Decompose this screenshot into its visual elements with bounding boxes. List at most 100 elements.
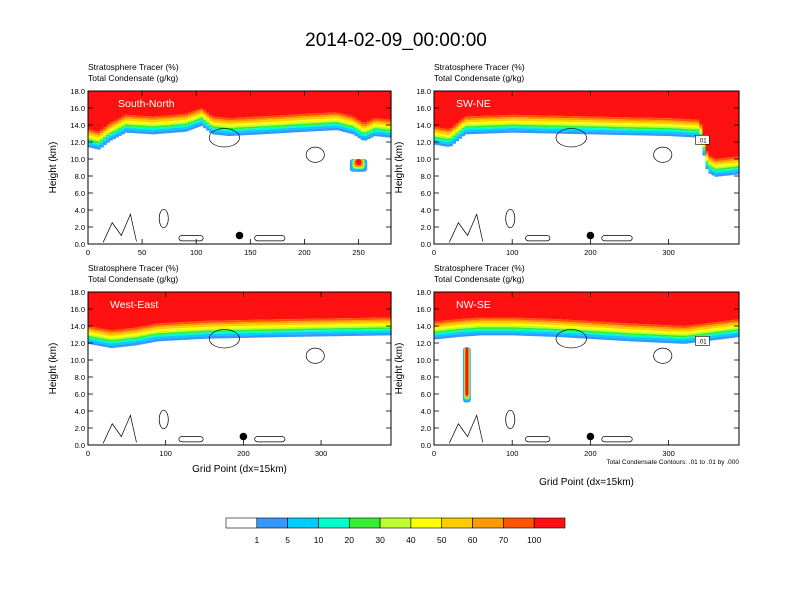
tracer-cell (130, 336, 135, 338)
tracer-cell (552, 319, 557, 322)
tracer-cell (537, 123, 542, 126)
tracer-cell (595, 332, 600, 335)
tracer-cell (577, 326, 581, 329)
tracer-cell (671, 128, 676, 130)
tracer-cell (206, 320, 210, 323)
tracer-cell (321, 121, 325, 123)
tracer-cell (519, 130, 524, 133)
tracer-cell (121, 124, 125, 127)
y-tick-label: 18.0 (70, 288, 85, 297)
tracer-cell (221, 91, 225, 118)
tracer-cell (440, 320, 444, 324)
tracer-cell (549, 330, 554, 333)
tracer-cell (136, 125, 141, 128)
tracer-cell (571, 119, 575, 123)
tracer-cell (239, 125, 244, 128)
tracer-cell (681, 124, 685, 128)
tracer-cell (100, 328, 104, 331)
tracer-cell (103, 91, 107, 128)
tracer-cell (519, 120, 524, 124)
tracer-cell (312, 324, 316, 327)
tracer-cell (702, 333, 707, 336)
tracer-cell (626, 117, 630, 120)
tracer-cell (467, 331, 472, 334)
tracer-cell (348, 321, 353, 325)
tracer-cell (178, 118, 183, 121)
tracer-cell (714, 162, 719, 165)
tracer-cell (690, 123, 694, 126)
tracer-cell (571, 124, 575, 126)
tracer-cell (266, 125, 271, 128)
tracer-cell (613, 119, 618, 121)
tracer-cell (623, 326, 627, 330)
tracer-cell (726, 163, 731, 166)
tracer-cell (684, 337, 688, 340)
tracer-cell (604, 91, 609, 117)
tracer-cell (671, 333, 676, 336)
tracer-cell (297, 120, 301, 123)
tracer-cell (221, 130, 225, 133)
tracer-cell (284, 124, 289, 127)
tracer-cell (635, 323, 639, 326)
tracer-cell (601, 331, 606, 334)
tracer-cell (91, 336, 95, 339)
tracer-cell (245, 132, 250, 136)
tracer-cell (674, 327, 679, 330)
tracer-cell (230, 333, 235, 336)
tracer-cell (378, 323, 383, 326)
tracer-cell (732, 335, 737, 338)
tracer-cell (181, 331, 186, 334)
tracer-cell (522, 117, 527, 119)
tracer-cell (552, 131, 557, 134)
tracer-cell (729, 168, 734, 171)
x-tick-label: 150 (244, 248, 257, 257)
tracer-cell (607, 332, 612, 334)
tracer-cell (263, 126, 268, 128)
tracer-cell (650, 119, 655, 122)
tracer-cell (372, 118, 377, 121)
tracer-cell (589, 118, 594, 121)
tracer-cell (336, 114, 341, 117)
tracer-cell (693, 332, 697, 335)
tracer-cell (127, 114, 132, 118)
tracer-cell (215, 132, 219, 135)
tracer-cell (482, 117, 487, 120)
tracer-cell (546, 125, 551, 128)
tracer-cell (297, 332, 301, 335)
tracer-cell (284, 325, 289, 328)
tracer-cell (626, 127, 630, 129)
tracer-cell (473, 91, 478, 117)
tracer-cell (717, 168, 722, 171)
tracer-cell (580, 118, 585, 121)
tracer-cell (227, 120, 232, 123)
tracer-cell (291, 324, 295, 328)
tracer-cell (470, 127, 475, 130)
tracer-cell (384, 130, 389, 133)
tracer-cell (315, 330, 319, 332)
tracer-cell (306, 115, 310, 118)
tracer-cell (702, 91, 707, 138)
tracer-cell (266, 330, 271, 333)
tracer-cell (635, 339, 639, 342)
tracer-cell (321, 324, 325, 327)
tracer-cell (366, 91, 371, 122)
tracer-cell (375, 292, 380, 318)
tracer-cell (674, 122, 679, 125)
tracer-cell (94, 333, 98, 336)
tracer-cell (684, 132, 688, 135)
tracer-cell (366, 127, 371, 130)
tracer-cell (230, 326, 235, 329)
tracer-cell (525, 117, 530, 119)
tracer-cell (732, 168, 737, 171)
tracer-cell (540, 128, 545, 131)
tracer-cell (708, 161, 713, 165)
tracer-cell (510, 319, 514, 322)
tracer-cell (632, 128, 636, 131)
tracer-cell (482, 121, 487, 124)
tracer-cell (233, 292, 238, 321)
tracer-cell (321, 331, 325, 334)
tracer-cell (200, 330, 204, 333)
tracer-cell (583, 336, 588, 339)
tracer-cell (363, 325, 368, 328)
tracer-cell (133, 331, 138, 334)
